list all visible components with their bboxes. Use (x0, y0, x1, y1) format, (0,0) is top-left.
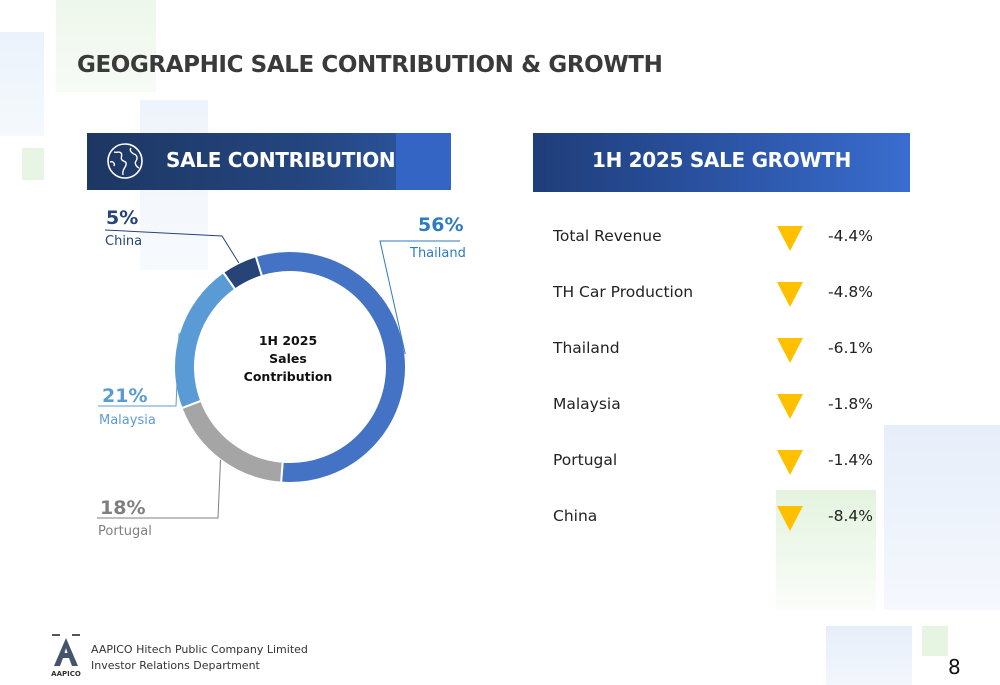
growth-row-name: Total Revenue (553, 227, 662, 245)
sale-contribution-banner (87, 133, 451, 190)
growth-row-name: China (553, 507, 598, 525)
leader-line-malaysia (98, 333, 180, 407)
leader-line-thailand (379, 240, 460, 355)
growth-row-value: -4.4% (828, 227, 873, 245)
china-category-label: China (105, 234, 143, 249)
decor-block (922, 626, 948, 656)
logo-text: AAPICO (51, 670, 81, 678)
growth-row: China -8.4% (553, 503, 873, 533)
thailand-pct-label: 56% (418, 214, 464, 236)
growth-row-value: -1.8% (828, 395, 873, 413)
malaysia-pct-label: 21% (102, 385, 148, 407)
decor-block (826, 626, 912, 685)
sale-growth-banner (533, 133, 910, 192)
growth-row: TH Car Production -4.8% (553, 279, 873, 309)
down-triangle-icon (777, 450, 803, 475)
sale-contribution-title: SALE CONTRIBUTION (166, 148, 396, 172)
portugal-category-label: Portugal (98, 524, 152, 539)
down-triangle-icon (777, 394, 803, 419)
leader-line-china (104, 229, 240, 264)
decor-block (884, 425, 1000, 610)
growth-row-value: -8.4% (828, 507, 873, 525)
down-triangle-icon (777, 282, 803, 307)
aapico-logo: AAPICO (51, 634, 81, 678)
malaysia-category-label: Malaysia (99, 413, 156, 428)
globe-icon (107, 143, 143, 179)
growth-row-value: -1.4% (828, 451, 873, 469)
growth-row-value: -4.8% (828, 283, 873, 301)
growth-row: Total Revenue -4.4% (553, 223, 873, 253)
page-number: 8 (948, 655, 961, 679)
down-triangle-icon (777, 506, 803, 531)
decor-block (56, 0, 156, 92)
down-triangle-icon (777, 226, 803, 251)
growth-row: Malaysia -1.8% (553, 391, 873, 421)
donut-slice-malaysia (173, 270, 237, 410)
center-label-line: Contribution (243, 369, 333, 384)
footer-company: AAPICO Hitech Public Company Limited (91, 643, 308, 656)
center-label-line: 1H 2025 (258, 333, 318, 348)
center-label-line: Sales (269, 351, 307, 366)
growth-row: Portugal -1.4% (553, 447, 873, 477)
growth-row-name: Thailand (553, 339, 620, 357)
decor-block (0, 32, 44, 136)
thailand-category-label: Thailand (410, 246, 466, 261)
donut-center-label: 1H 2025 Sales Contribution (238, 332, 338, 386)
china-pct-label: 5% (106, 207, 139, 229)
growth-row-name: TH Car Production (553, 283, 694, 301)
donut-slice-portugal (180, 399, 284, 484)
portugal-pct-label: 18% (100, 497, 146, 519)
page-title: GEOGRAPHIC SALE CONTRIBUTION & GROWTH (77, 52, 663, 78)
leader-line-portugal (97, 459, 221, 519)
banner-accent (396, 133, 451, 190)
sale-growth-title: 1H 2025 SALE GROWTH (591, 148, 852, 172)
donut-slice-china (221, 254, 264, 291)
decor-block (22, 148, 44, 180)
footer-department: Investor Relations Department (91, 659, 260, 672)
growth-row-name: Malaysia (553, 395, 621, 413)
down-triangle-icon (777, 338, 803, 363)
growth-row-value: -6.1% (828, 339, 873, 357)
growth-row: Thailand -6.1% (553, 335, 873, 365)
growth-row-name: Portugal (553, 451, 618, 469)
